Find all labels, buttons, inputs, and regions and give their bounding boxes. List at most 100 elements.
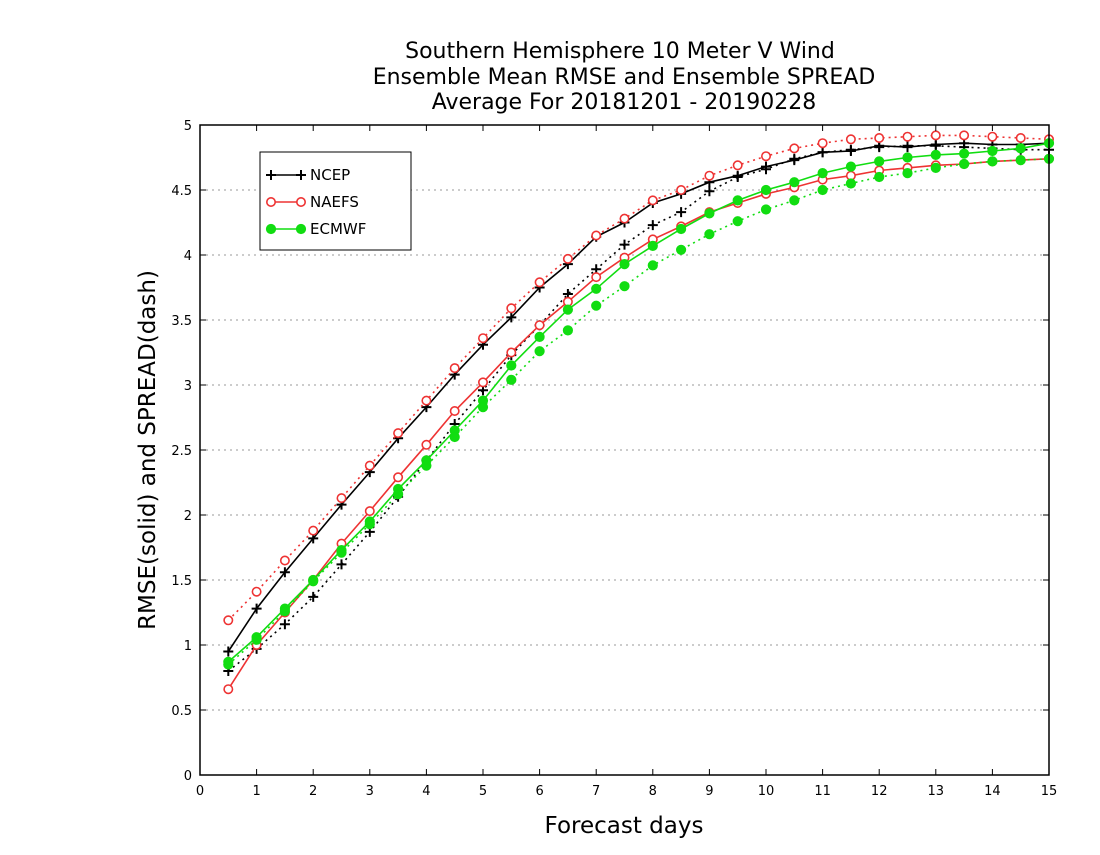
x-tick-label: 8 (649, 784, 657, 799)
x-tick-label: 2 (309, 784, 317, 799)
data-point-ecmwf-spread (704, 229, 715, 240)
data-point-ecmwf-spread (364, 519, 375, 530)
data-point-ecmwf-rmse (591, 283, 602, 294)
data-point-ecmwf-spread (789, 195, 800, 206)
y-tick-label: 1 (184, 639, 192, 654)
data-point-ncep-spread (619, 239, 630, 250)
data-point-naefs-spread (647, 195, 658, 206)
data-point-naefs-spread (534, 277, 545, 288)
data-point-ecmwf-rmse (817, 168, 828, 179)
x-axis-ticks: 0 1 2 3 4 5 6 7 8 9 10 11 12 13 14 15 (196, 125, 1057, 799)
data-point-naefs-spread (506, 303, 517, 314)
data-point-ecmwf-spread (732, 216, 743, 227)
data-point-naefs-spread (393, 428, 404, 439)
x-tick-label: 12 (871, 784, 888, 799)
data-point-ecmwf-spread (987, 156, 998, 167)
data-point-ecmwf-rmse (930, 149, 941, 160)
data-point-ecmwf-rmse (902, 152, 913, 163)
data-point-ecmwf-rmse (789, 177, 800, 188)
data-point-ecmwf-spread (959, 158, 970, 170)
chart-title-line-1: Southern Hemisphere 10 Meter V Wind (405, 39, 835, 64)
data-point-ncep-spread (789, 153, 800, 164)
data-point-ecmwf-spread (308, 576, 319, 587)
x-tick-label: 6 (535, 784, 543, 799)
data-point-naefs-spread (732, 160, 743, 171)
y-tick-label: 2.5 (171, 444, 192, 459)
data-point-ecmwf-spread (845, 178, 857, 189)
data-point-naefs-spread (959, 130, 970, 141)
x-tick-label: 14 (984, 784, 1001, 799)
data-point-ncep-spread (732, 172, 743, 182)
y-axis-label: RMSE(solid) and SPREAD(dash) (135, 270, 161, 630)
legend-marker (265, 223, 277, 235)
data-point-naefs-spread (930, 130, 941, 141)
data-point-naefs-spread (562, 253, 573, 264)
y-tick-label: 5 (184, 119, 192, 134)
data-point-ecmwf-spread (817, 184, 828, 196)
data-point-naefs-rmse (393, 472, 404, 483)
data-point-ecmwf-spread (251, 634, 262, 645)
data-point-ecmwf-rmse (760, 184, 772, 196)
data-point-ecmwf-rmse (959, 148, 970, 159)
data-point-ecmwf-spread (336, 547, 347, 558)
data-point-ncep-spread (647, 220, 658, 231)
chart-title-line-2: Ensemble Mean RMSE and Ensemble SPREAD (373, 65, 876, 90)
y-tick-label: 4.5 (171, 184, 192, 199)
data-point-ncep-spread (761, 164, 771, 175)
y-tick-label: 3 (184, 379, 192, 394)
data-point-ecmwf-spread (562, 325, 574, 336)
data-point-naefs-spread (619, 213, 630, 224)
legend-marker (265, 197, 276, 208)
data-point-ncep-rmse (223, 646, 234, 657)
data-point-ecmwf-rmse (874, 156, 885, 167)
data-point-ecmwf-rmse (506, 360, 517, 371)
legend-item-ncep: NCEP (266, 166, 350, 184)
series-ecmwf-spread (223, 153, 1055, 670)
y-tick-label: 4 (184, 249, 192, 264)
data-point-ecmwf-rmse (647, 240, 658, 251)
series-naefs-spread (223, 130, 1055, 626)
data-point-ecmwf-spread (279, 606, 290, 617)
data-point-naefs-spread (336, 493, 347, 504)
data-point-ncep-spread (902, 140, 913, 151)
data-point-naefs-spread (676, 185, 687, 196)
chart-title: Southern Hemisphere 10 Meter V Wind Ense… (373, 39, 876, 115)
x-tick-label: 3 (366, 784, 374, 799)
data-point-ncep-rmse (506, 312, 517, 323)
data-point-naefs-spread (789, 143, 800, 154)
series-layer (223, 130, 1055, 695)
data-point-ecmwf-rmse (619, 259, 630, 270)
data-point-naefs-spread (987, 131, 998, 142)
data-point-naefs-spread (704, 170, 715, 181)
data-point-ncep-spread (279, 619, 290, 630)
x-tick-label: 4 (422, 784, 430, 799)
data-point-ecmwf-rmse (845, 161, 857, 172)
legend-item-naefs: NAEFS (265, 193, 359, 211)
data-point-ncep-spread (704, 186, 715, 197)
series-line-ecmwf-spread (227, 158, 1050, 666)
x-tick-label: 1 (252, 784, 260, 799)
data-point-naefs-rmse (223, 684, 234, 695)
legend-label: NCEP (310, 166, 350, 184)
data-point-ecmwf-spread (676, 244, 687, 255)
data-point-naefs-spread (902, 131, 913, 142)
data-point-ncep-spread (817, 147, 828, 158)
data-point-ecmwf-rmse (562, 304, 574, 315)
x-tick-label: 0 (196, 784, 204, 799)
data-point-naefs-rmse (534, 320, 545, 331)
data-point-naefs-spread (421, 395, 432, 406)
data-point-naefs-spread (279, 555, 290, 566)
data-point-ncep-spread (308, 591, 319, 602)
y-tick-label: 2 (184, 509, 192, 524)
data-point-ecmwf-spread (506, 374, 517, 385)
legend-item-ecmwf: ECMWF (265, 220, 366, 238)
x-axis-label: Forecast days (545, 813, 704, 839)
data-point-ecmwf-rmse (704, 208, 715, 219)
data-point-naefs-rmse (506, 347, 517, 358)
y-tick-label: 0.5 (171, 704, 192, 719)
y-tick-label: 1.5 (171, 574, 192, 589)
y-tick-label: 0 (184, 769, 192, 784)
x-tick-label: 5 (479, 784, 487, 799)
data-point-ecmwf-spread (534, 346, 545, 357)
